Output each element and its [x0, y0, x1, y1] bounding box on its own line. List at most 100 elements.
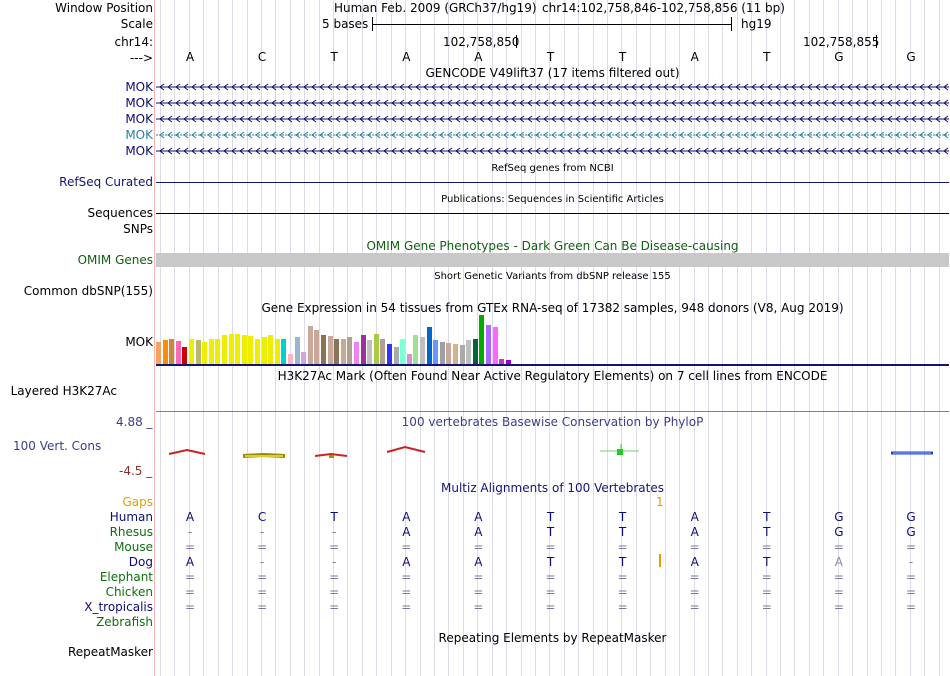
gtex-bar[interactable]	[255, 339, 260, 364]
strand-arrow	[871, 147, 877, 155]
species-label-dog[interactable]: Dog	[128, 555, 153, 569]
gtex-bar[interactable]	[505, 360, 511, 364]
gtex-bar[interactable]	[486, 325, 491, 364]
gtex-bar[interactable]	[360, 335, 366, 364]
position-tick-2: 102,758,855	[803, 35, 880, 49]
gtex-bar[interactable]	[472, 339, 478, 364]
coordinates[interactable]: chr14:102,758,846-102,758,856 (11 bp)	[542, 1, 785, 15]
strand-arrow	[879, 99, 885, 107]
gtex-bar[interactable]	[492, 327, 498, 364]
gtex-bar[interactable]	[235, 334, 241, 364]
h3k27ac-label[interactable]: Layered H3K27Ac	[10, 384, 117, 398]
gtex-bar[interactable]	[307, 326, 313, 364]
refseq-line[interactable]	[156, 182, 949, 183]
scale-bar-left-tick	[372, 17, 373, 31]
gencode-transcript[interactable]	[156, 82, 949, 92]
gaps-label[interactable]: Gaps	[122, 495, 153, 509]
gtex-bar[interactable]	[380, 339, 386, 364]
gtex-bar[interactable]	[446, 343, 452, 364]
gtex-bar[interactable]	[420, 337, 425, 364]
gencode-gene-label[interactable]: MOK	[125, 128, 153, 142]
omim-label[interactable]: OMIM Genes	[77, 253, 153, 267]
species-label-human[interactable]: Human	[109, 510, 153, 524]
gtex-bar[interactable]	[459, 345, 465, 364]
gtex-bar[interactable]	[261, 337, 267, 364]
phylop-plot[interactable]	[155, 440, 950, 470]
gtex-bar[interactable]	[189, 339, 194, 364]
strand-arrow	[655, 83, 661, 91]
gtex-bar[interactable]	[228, 334, 234, 364]
gtex-bar[interactable]	[182, 347, 188, 364]
species-label-mouse[interactable]: Mouse	[114, 540, 153, 554]
gencode-gene-label[interactable]: MOK	[125, 112, 153, 126]
gtex-label[interactable]: MOK	[125, 335, 153, 349]
species-label-rhesus[interactable]: Rhesus	[109, 525, 153, 539]
gtex-bar[interactable]	[202, 342, 208, 364]
gtex-bar[interactable]	[274, 339, 280, 364]
gtex-bar[interactable]	[499, 359, 505, 364]
grid-line	[650, 0, 652, 676]
gtex-bar[interactable]	[479, 315, 485, 364]
publications-line[interactable]	[156, 213, 949, 214]
gtex-bar[interactable]	[162, 340, 168, 364]
gtex-bar[interactable]	[169, 339, 175, 364]
gtex-bar[interactable]	[248, 336, 254, 364]
gtex-bar[interactable]	[400, 339, 406, 364]
omim-bar[interactable]	[156, 253, 949, 267]
gtex-bar-chart[interactable]	[155, 314, 950, 364]
gtex-bar[interactable]	[387, 344, 392, 364]
gtex-bar[interactable]	[453, 344, 458, 364]
gtex-bar[interactable]	[340, 339, 346, 364]
phylop-label[interactable]: 100 Vert. Cons	[13, 439, 102, 453]
gtex-bar[interactable]	[301, 352, 307, 364]
gtex-bar[interactable]	[321, 335, 326, 364]
strand-arrow	[215, 99, 221, 107]
gencode-transcript[interactable]	[156, 146, 949, 156]
gtex-bar[interactable]	[156, 342, 161, 364]
gtex-bar[interactable]	[334, 339, 340, 364]
strand-arrow	[791, 83, 797, 91]
gtex-bar[interactable]	[393, 347, 399, 364]
gtex-bar[interactable]	[327, 336, 333, 364]
sequences-label[interactable]: Sequences	[87, 206, 153, 220]
gtex-bar[interactable]	[413, 335, 419, 364]
species-label-chicken[interactable]: Chicken	[105, 585, 153, 599]
gtex-bar[interactable]	[222, 335, 227, 364]
species-label-elephant[interactable]: Elephant	[99, 570, 153, 584]
gencode-gene-label[interactable]: MOK	[125, 144, 153, 158]
gtex-bar[interactable]	[347, 337, 353, 364]
repeatmasker-label[interactable]: RepeatMasker	[67, 645, 153, 659]
gtex-bar[interactable]	[195, 340, 201, 364]
gtex-bar[interactable]	[288, 354, 293, 364]
strand-arrow	[471, 115, 477, 123]
gtex-bar[interactable]	[406, 354, 412, 364]
gencode-transcript[interactable]	[156, 130, 949, 140]
gtex-bar[interactable]	[367, 340, 373, 364]
species-label-zebrafish[interactable]: Zebrafish	[96, 615, 153, 629]
gtex-bar[interactable]	[215, 339, 221, 364]
gtex-bar[interactable]	[208, 339, 214, 364]
dbsnp-label[interactable]: Common dbSNP(155)	[23, 284, 153, 298]
gtex-bar[interactable]	[354, 342, 359, 364]
gtex-bar[interactable]	[268, 335, 274, 364]
gencode-transcript[interactable]	[156, 98, 949, 108]
strand-arrow	[687, 83, 693, 91]
gtex-bar[interactable]	[294, 337, 300, 364]
strand-arrow	[799, 83, 805, 91]
gtex-bar[interactable]	[175, 341, 181, 364]
refseq-label[interactable]: RefSeq Curated	[59, 175, 153, 189]
gtex-bar[interactable]	[466, 340, 472, 364]
gtex-bar[interactable]	[373, 334, 379, 364]
gencode-gene-label[interactable]: MOK	[125, 80, 153, 94]
gtex-bar[interactable]	[426, 327, 432, 364]
gtex-bar[interactable]	[314, 330, 320, 364]
gtex-bar[interactable]	[439, 342, 445, 364]
species-label-x_tropicalis[interactable]: X_tropicalis	[84, 600, 153, 614]
snps-label[interactable]: SNPs	[123, 222, 153, 236]
alignment-base: =	[329, 540, 340, 554]
gtex-bar[interactable]	[241, 335, 247, 364]
gtex-bar[interactable]	[281, 339, 287, 364]
gtex-bar[interactable]	[433, 340, 439, 364]
gencode-transcript[interactable]	[156, 114, 949, 124]
gencode-gene-label[interactable]: MOK	[125, 96, 153, 110]
